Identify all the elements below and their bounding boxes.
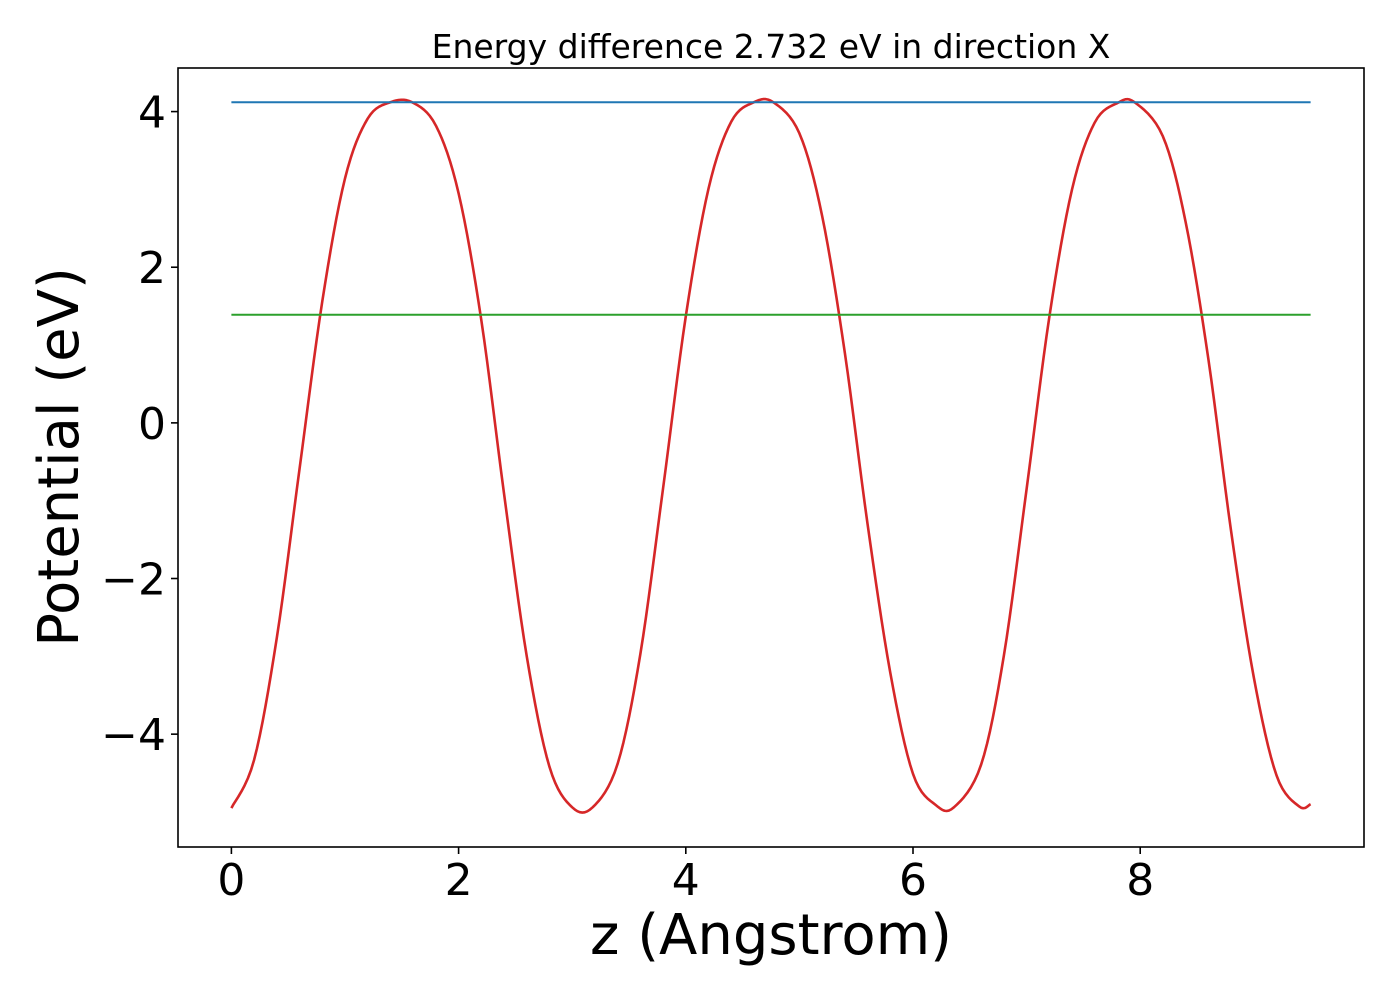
x-tick-label: 0 (217, 855, 245, 906)
plot-frame (177, 67, 1365, 848)
series-layer (230, 97, 1312, 814)
x-tick-label: 8 (1126, 855, 1154, 906)
plot-background (178, 68, 1364, 847)
x-tick-label: 2 (445, 855, 473, 906)
y-tick-label: −4 (101, 710, 166, 761)
x-axis-label: z (Angstrom) (590, 903, 952, 968)
chart-title: Energy difference 2.732 eV in direction … (432, 27, 1111, 66)
y-axis-label: Potential (eV) (27, 267, 92, 647)
x-tick-label: 6 (899, 855, 927, 906)
y-tick-label: 0 (138, 399, 166, 450)
y-tick-label: 4 (138, 88, 166, 139)
y-tick-label: 2 (138, 243, 166, 294)
y-axis-ticks: −4 −2 0 2 4 (101, 88, 178, 761)
x-axis-ticks: 0 2 4 6 8 (217, 847, 1154, 906)
x-tick-label: 4 (672, 855, 700, 906)
y-tick-label: −2 (101, 555, 166, 606)
